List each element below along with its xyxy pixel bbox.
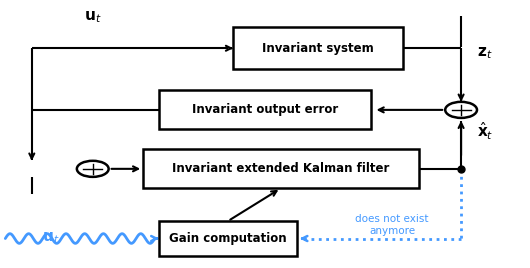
- FancyBboxPatch shape: [143, 150, 419, 188]
- Text: $\mathbf{u}_t$: $\mathbf{u}_t$: [42, 231, 60, 246]
- Text: $\mathbf{u}_t$: $\mathbf{u}_t$: [84, 10, 102, 25]
- Text: Invariant extended Kalman filter: Invariant extended Kalman filter: [172, 162, 390, 175]
- FancyBboxPatch shape: [159, 91, 371, 129]
- Text: $\hat{\mathbf{x}}_t$: $\hat{\mathbf{x}}_t$: [477, 121, 493, 142]
- FancyBboxPatch shape: [159, 221, 297, 256]
- Text: $\mathbf{z}_t$: $\mathbf{z}_t$: [477, 46, 492, 61]
- Circle shape: [77, 161, 109, 177]
- FancyBboxPatch shape: [233, 28, 403, 69]
- Text: Gain computation: Gain computation: [169, 232, 287, 245]
- Text: Invariant system: Invariant system: [262, 42, 374, 55]
- Text: does not exist
anymore: does not exist anymore: [356, 214, 429, 236]
- Circle shape: [445, 102, 477, 118]
- Text: Invariant output error: Invariant output error: [192, 103, 338, 116]
